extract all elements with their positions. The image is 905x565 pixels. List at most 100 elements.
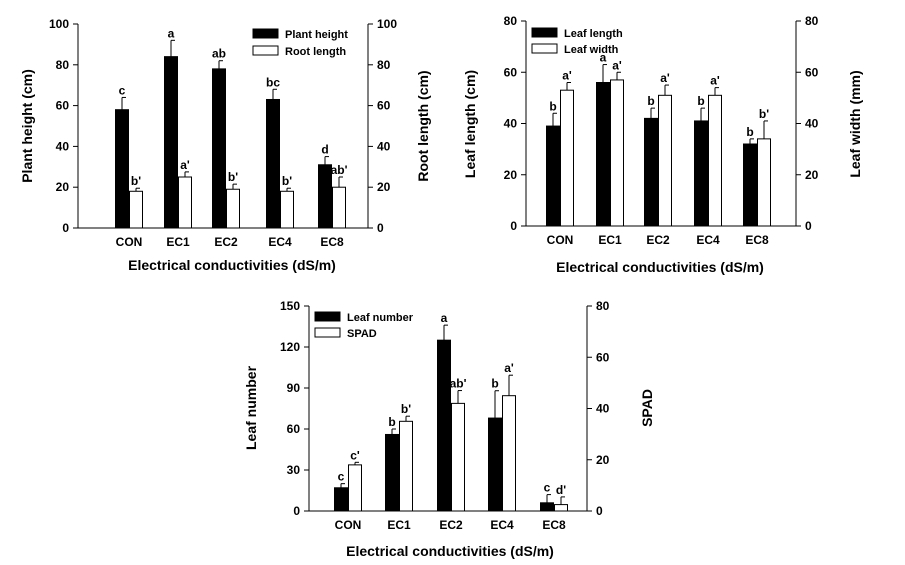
- y2-tick-label: 60: [377, 99, 391, 113]
- x-tick-label: CON: [547, 233, 574, 247]
- significance-letter: ab': [331, 163, 348, 177]
- bar: [488, 417, 502, 512]
- legend-swatch-leaf-length: [531, 27, 558, 38]
- y2-tick-label: 20: [596, 453, 610, 467]
- bar: [546, 125, 560, 227]
- y-tick-label: 60: [504, 65, 518, 79]
- bar: [540, 502, 554, 512]
- significance-letter: a': [710, 74, 720, 88]
- bar: [610, 79, 624, 227]
- y-tick-label: 20: [56, 180, 70, 194]
- significance-letter: a': [612, 58, 622, 72]
- significance-letter: a: [441, 311, 448, 325]
- y-tick-label: 30: [287, 463, 301, 477]
- significance-letter: b': [228, 170, 238, 184]
- bar: [266, 98, 280, 229]
- significance-letter: c: [119, 83, 126, 97]
- y-tick-label: 40: [56, 139, 70, 153]
- legend-label-leaf-number: Leaf number: [347, 312, 414, 324]
- x-tick-label: EC2: [646, 233, 670, 247]
- significance-letter: d': [556, 483, 566, 497]
- y-axis-title: Leaf length (cm): [462, 70, 478, 178]
- legend-label-plant-height: Plant height: [285, 29, 348, 41]
- x-tick-label: EC1: [166, 235, 190, 249]
- legend-label-leaf-width: Leaf width: [564, 44, 619, 56]
- significance-letter: ab: [212, 47, 226, 61]
- bar: [164, 56, 178, 229]
- bar: [554, 504, 568, 512]
- y2-tick-label: 80: [805, 14, 819, 28]
- legend-label-spad: SPAD: [347, 328, 377, 340]
- x-tick-label: EC4: [490, 518, 514, 532]
- bar: [129, 190, 143, 229]
- y-axis-title: Leaf number: [243, 365, 259, 450]
- y2-axis-title: SPAD: [639, 389, 655, 427]
- legend: Leaf number SPAD: [314, 311, 414, 340]
- bar: [178, 176, 192, 229]
- legend-swatch-leaf-number: [314, 311, 341, 322]
- significance-letter: a: [600, 51, 607, 65]
- legend-swatch-root-length: [252, 45, 279, 56]
- bar: [658, 94, 672, 227]
- legend-label-leaf-length: Leaf length: [564, 28, 623, 40]
- significance-letter: a': [562, 69, 572, 83]
- y2-tick-label: 60: [805, 65, 819, 79]
- x-tick-label: CON: [335, 518, 362, 532]
- significance-letter: ab': [450, 377, 467, 391]
- y-tick-label: 90: [287, 381, 301, 395]
- y-tick-label: 0: [293, 504, 300, 518]
- y-tick-label: 20: [504, 168, 518, 182]
- bar: [694, 120, 708, 227]
- x-axis-title: Electrical conductivities (dS/m): [556, 259, 764, 275]
- y2-tick-label: 20: [805, 168, 819, 182]
- axis-ticks: 0 20 40 60 80 100 0 20 40 60 80 100 CON EC1 EC2 EC4 EC8: [49, 17, 397, 249]
- x-axis-title: Electrical conductivities (dS/m): [128, 257, 336, 273]
- x-tick-label: EC1: [387, 518, 411, 532]
- y-tick-label: 0: [510, 219, 517, 233]
- chart-leaf-length-width: b a b b b a' a' a' a' b' 0 20 40 60 80 0 20 40 60 80 CON EC1…: [462, 14, 863, 275]
- legend-label-root-length: Root length: [285, 46, 346, 58]
- series-marks: c a ab bc d b' a' b' b' ab': [115, 26, 348, 229]
- significance-letter: c': [350, 448, 360, 462]
- y2-tick-label: 80: [596, 299, 610, 313]
- bar: [318, 164, 332, 229]
- legend: Leaf length Leaf width: [531, 27, 623, 56]
- bar: [502, 395, 516, 512]
- y2-axis-title: Leaf width (mm): [847, 70, 863, 177]
- bar: [348, 464, 362, 512]
- bar: [451, 402, 465, 512]
- significance-letter: b: [697, 94, 704, 108]
- bar: [115, 109, 129, 229]
- axis-ticks: 0 30 60 90 120 150 0 20 40 60 80 CON EC1 EC2 EC4 EC8: [280, 299, 610, 532]
- y-tick-label: 100: [49, 17, 69, 31]
- significance-letter: a': [180, 158, 190, 172]
- significance-letter: a: [168, 26, 175, 40]
- significance-letter: b: [746, 125, 753, 139]
- significance-letter: b': [131, 174, 141, 188]
- y-tick-label: 120: [280, 340, 300, 354]
- bar: [280, 190, 294, 229]
- significance-letter: a': [504, 361, 514, 375]
- significance-letter: b: [388, 415, 395, 429]
- bar: [596, 82, 610, 227]
- bar: [708, 94, 722, 227]
- significance-letter: bc: [266, 75, 280, 89]
- x-tick-label: EC2: [439, 518, 463, 532]
- x-tick-label: EC4: [268, 235, 292, 249]
- y-tick-label: 60: [287, 422, 301, 436]
- x-tick-label: EC1: [598, 233, 622, 247]
- y2-tick-label: 40: [805, 117, 819, 131]
- y2-tick-label: 100: [377, 17, 397, 31]
- significance-letter: a': [660, 71, 670, 85]
- significance-letter: c: [544, 481, 551, 495]
- y2-tick-label: 80: [377, 58, 391, 72]
- series-marks: b a b b b a' a' a' a' b': [546, 51, 771, 227]
- x-tick-label: EC8: [542, 518, 566, 532]
- x-axis-title: Electrical conductivities (dS/m): [346, 543, 554, 559]
- y2-tick-label: 0: [596, 504, 603, 518]
- y-tick-label: 60: [56, 99, 70, 113]
- x-tick-label: EC2: [214, 235, 238, 249]
- significance-letter: c: [338, 470, 345, 484]
- y-tick-label: 80: [56, 58, 70, 72]
